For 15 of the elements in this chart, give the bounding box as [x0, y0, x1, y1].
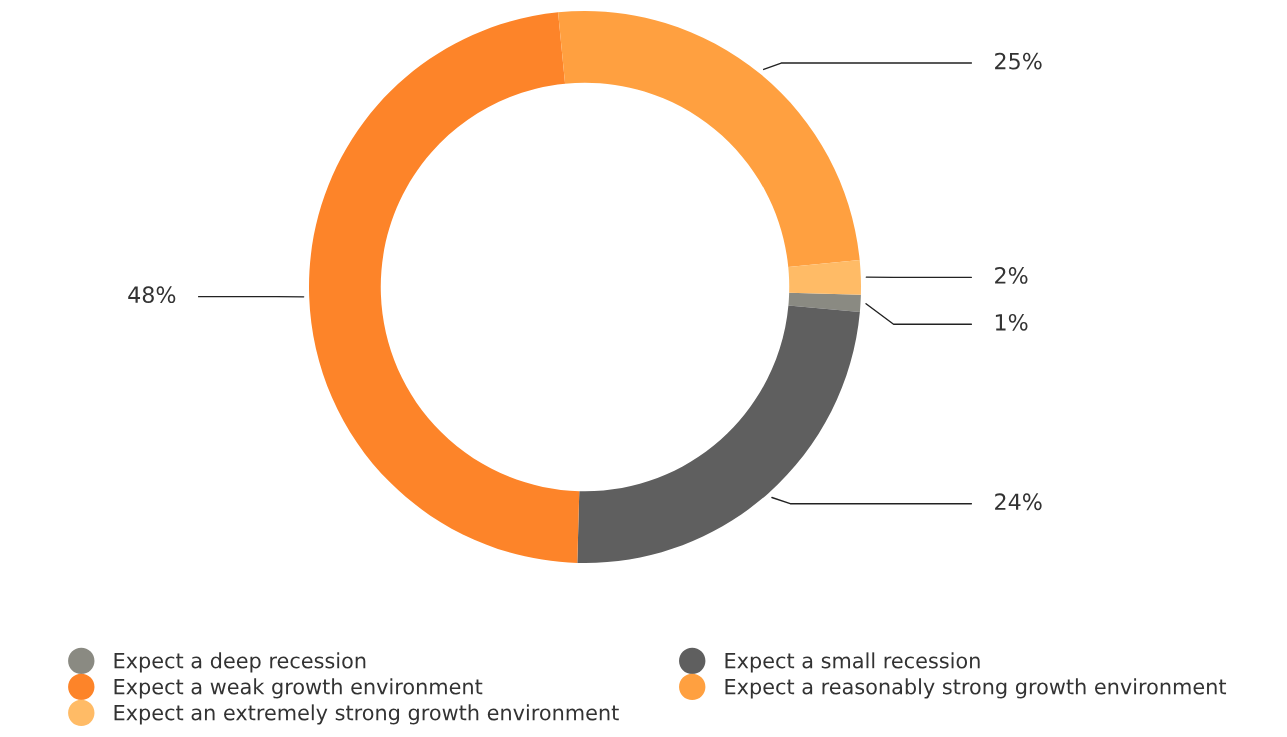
legend-label: Expect a small recession	[725, 652, 980, 673]
data-label: 25%	[995, 52, 1042, 70]
data-label: 2%	[995, 267, 1028, 284]
legend-label: Expect a weak growth environment	[114, 678, 483, 699]
data-label: 48%	[128, 286, 176, 304]
donut-slice	[788, 292, 861, 313]
legend-label: Expect a deep recession	[114, 652, 366, 673]
donut-slice	[309, 12, 580, 563]
data-label: 24%	[995, 493, 1042, 511]
legend-label: Expect a reasonably strong growth environment	[725, 678, 1227, 699]
donut-slice	[577, 305, 860, 563]
data-label: 1%	[995, 313, 1028, 331]
donut-slice	[558, 11, 860, 268]
legend-label: Expect an extremely strong growth environment	[114, 704, 619, 725]
donut-slice	[788, 260, 861, 295]
